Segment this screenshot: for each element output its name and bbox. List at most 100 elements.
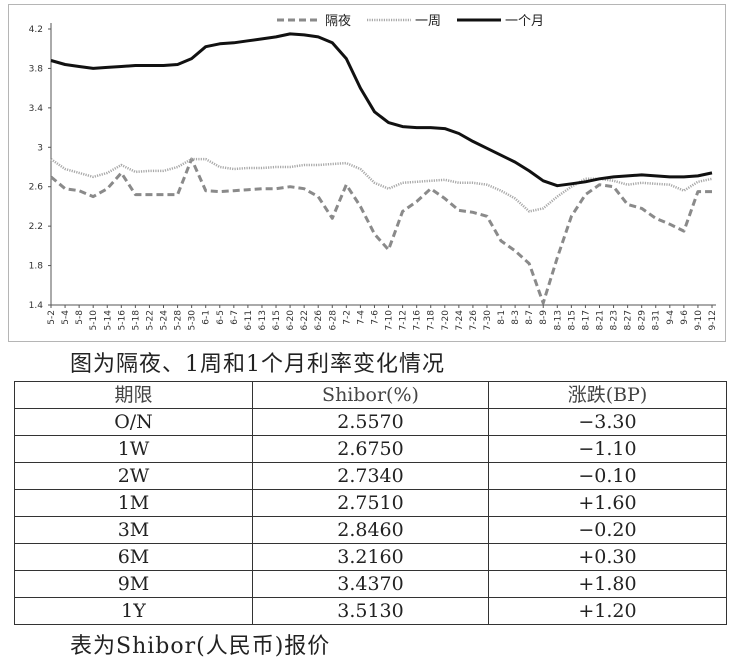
x-tick-label: 5-18 <box>131 310 141 331</box>
table-row: 2W 2.7340 −0.10 <box>14 462 727 490</box>
legend: 隔夜 一周 一个月 <box>277 14 544 29</box>
table-body: O/N 2.5570 −3.30 1W 2.6750 −1.10 2W 2.73… <box>14 408 727 625</box>
table-header: 期限 Shibor(%) 涨跌(BP) <box>14 381 727 409</box>
chart-frame: 4.2 3.8 3.4 3 2.6 2.2 1.8 1.4 5-2 5-4 5-8 5-10 5-14 5… <box>8 4 726 342</box>
y-tick-label: 2.2 <box>29 222 43 232</box>
x-tick-label: 5-10 <box>89 310 99 331</box>
table-row: 1M 2.7510 +1.60 <box>14 489 727 517</box>
table-row: O/N 2.5570 −3.30 <box>14 408 727 436</box>
y-tick-label: 1.4 <box>29 301 44 311</box>
x-tick-label: 8-1 <box>497 310 507 325</box>
cell-change: +1.60 <box>488 489 727 517</box>
cell-change: −1.10 <box>488 435 727 463</box>
y-tick-label: 2.6 <box>29 183 44 193</box>
x-tick-label: 6-22 <box>300 310 310 330</box>
series-line-2 <box>50 32 713 188</box>
cell-term: 3M <box>14 516 253 544</box>
x-tick-label: 6-15 <box>272 310 282 330</box>
shibor-table: 期限 Shibor(%) 涨跌(BP) O/N 2.5570 −3.30 1W … <box>14 381 727 625</box>
cell-rate: 3.2160 <box>252 543 489 571</box>
table-header-row: 期限 Shibor(%) 涨跌(BP) <box>14 381 727 409</box>
x-tick-label: 6-26 <box>314 310 324 331</box>
x-tick-label: 7-18 <box>427 310 437 331</box>
x-tick-label: 6-28 <box>328 310 338 331</box>
x-tick-label: 5-22 <box>145 310 155 330</box>
x-tick-label: 5-14 <box>103 310 113 331</box>
x-tick-label: 7-10 <box>385 310 395 331</box>
series-lines <box>50 32 713 305</box>
cell-change: +1.20 <box>488 597 727 625</box>
x-tick-label: 5-2 <box>47 310 57 325</box>
y-tick-label: 1.8 <box>29 262 44 272</box>
x-tick-label: 5-28 <box>174 310 184 331</box>
cell-rate: 2.7340 <box>252 462 489 490</box>
x-tick-label: 6-7 <box>230 310 240 325</box>
x-tick-label: 5-30 <box>188 310 198 331</box>
cell-rate: 3.4370 <box>252 570 489 598</box>
x-tick-label: 8-21 <box>595 310 605 330</box>
header-term: 期限 <box>14 381 253 409</box>
cell-term: 1Y <box>14 597 253 625</box>
x-tick-label: 8-3 <box>511 310 521 325</box>
x-tick-label: 5-4 <box>61 310 71 325</box>
line-chart: 4.2 3.8 3.4 3 2.6 2.2 1.8 1.45-2 5-4 5-8 5-10 5-14 5… <box>29 14 718 330</box>
x-tick-label: 8-31 <box>652 310 662 330</box>
axes: 4.2 3.8 3.4 3 2.6 2.2 1.8 1.45-2 5-4 5-8 5-10 5-14 5… <box>29 23 718 330</box>
x-tick-label: 7-12 <box>399 310 409 330</box>
x-tick-label: 8-23 <box>610 310 620 330</box>
x-tick-label: 9-10 <box>694 310 704 331</box>
y-tick-label: 3.8 <box>29 64 44 74</box>
x-tick-label: 7-2 <box>342 310 352 325</box>
series-line-1 <box>50 157 713 213</box>
x-tick-label: 8-17 <box>581 310 591 330</box>
cell-rate: 3.5130 <box>252 597 489 625</box>
x-tick-label: 9-4 <box>666 310 676 325</box>
cell-term: 1M <box>14 489 253 517</box>
cell-change: +1.80 <box>488 570 727 598</box>
table-caption: 表为Shibor(人民币)报价 <box>70 634 331 659</box>
cell-rate: 2.5570 <box>252 408 489 436</box>
table-row: 3M 2.8460 −0.20 <box>14 516 727 544</box>
x-tick-label: 9-12 <box>708 310 718 330</box>
cell-change: +0.30 <box>488 543 727 571</box>
legend-label-1: 一周 <box>415 14 441 29</box>
cell-change: −0.20 <box>488 516 727 544</box>
cell-change: −0.10 <box>488 462 727 490</box>
table-row: 1Y 3.5130 +1.20 <box>14 597 727 625</box>
x-tick-label: 8-27 <box>624 310 634 330</box>
x-tick-label: 7-20 <box>441 310 451 331</box>
cell-rate: 2.7510 <box>252 489 489 517</box>
chart-caption: 图为隔夜、1周和1个月利率变化情况 <box>70 352 445 377</box>
x-tick-label: 6-1 <box>202 310 212 325</box>
table-row: 9M 3.4370 +1.80 <box>14 570 727 598</box>
x-tick-label: 7-16 <box>413 310 423 331</box>
x-tick-label: 8-13 <box>553 310 563 330</box>
x-tick-label: 8-29 <box>638 310 648 331</box>
x-tick-label: 6-11 <box>244 310 254 330</box>
header-shibor: Shibor(%) <box>252 381 489 409</box>
x-tick-label: 5-8 <box>75 310 85 325</box>
cell-term: O/N <box>14 408 253 436</box>
cell-term: 6M <box>14 543 253 571</box>
cell-change: −3.30 <box>488 408 727 436</box>
x-tick-label: 9-6 <box>680 310 690 325</box>
legend-label-2: 一个月 <box>505 14 544 29</box>
x-tick-label: 8-7 <box>525 310 535 325</box>
cell-term: 1W <box>14 435 253 463</box>
cell-rate: 2.6750 <box>252 435 489 463</box>
x-tick-label: 7-24 <box>455 310 465 331</box>
x-tick-label: 8-9 <box>539 310 549 325</box>
x-tick-label: 8-15 <box>567 310 577 330</box>
y-tick-label: 3.4 <box>29 104 44 114</box>
table-row: 6M 3.2160 +0.30 <box>14 543 727 571</box>
x-tick-label: 7-30 <box>483 310 493 331</box>
x-tick-label: 7-4 <box>356 310 366 325</box>
x-tick-label: 5-24 <box>160 310 170 331</box>
x-tick-label: 6-20 <box>286 310 296 331</box>
table-row: 1W 2.6750 −1.10 <box>14 435 727 463</box>
y-tick-label: 4.2 <box>29 25 43 35</box>
x-tick-label: 6-13 <box>258 310 268 330</box>
x-tick-label: 5-16 <box>117 310 127 331</box>
header-change: 涨跌(BP) <box>488 381 727 409</box>
cell-rate: 2.8460 <box>252 516 489 544</box>
